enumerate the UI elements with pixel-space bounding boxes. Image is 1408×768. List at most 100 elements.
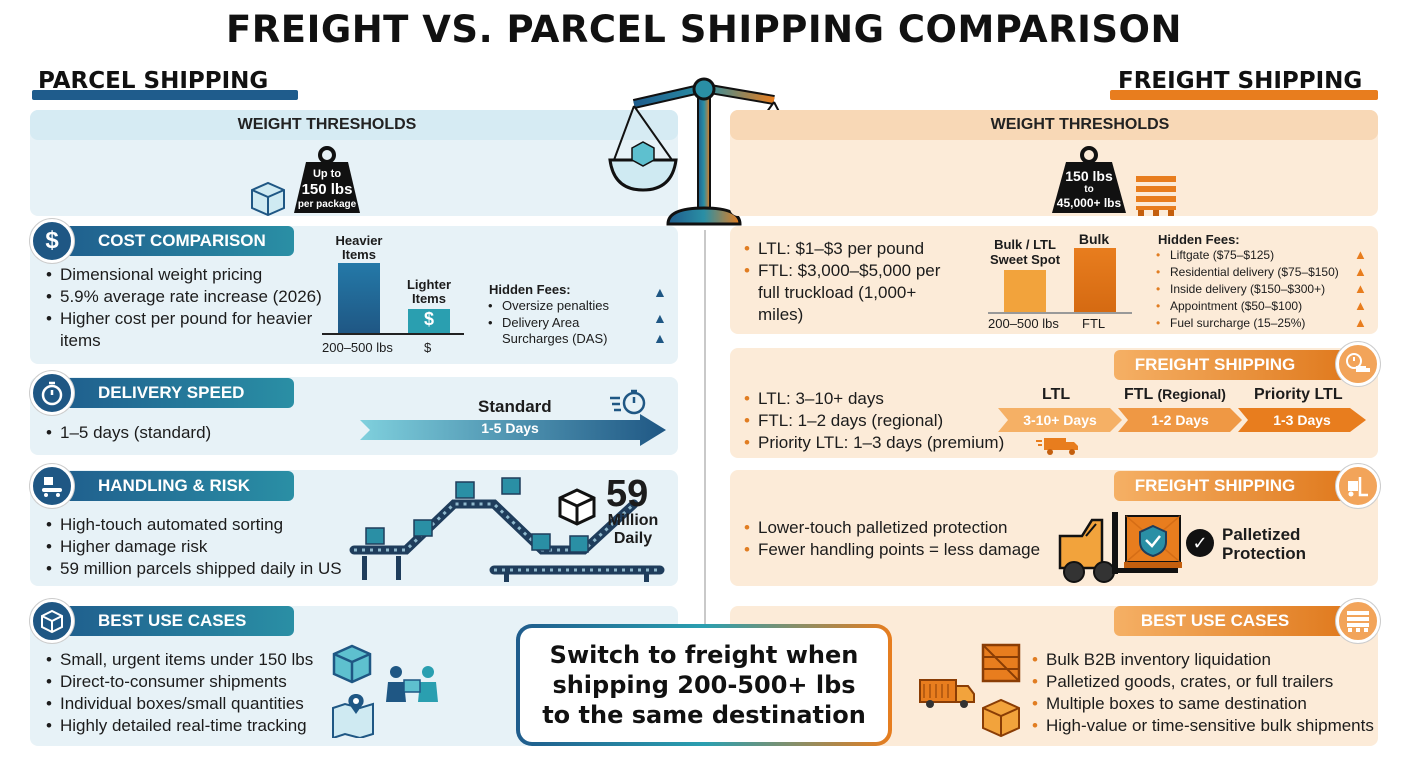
- list-item: Individual boxes/small quantities: [44, 693, 334, 715]
- list-item: Multiple boxes to same destination: [1030, 693, 1378, 715]
- parcel-cost-bullets: Dimensional weight pricing 5.9% average …: [44, 264, 334, 352]
- freight-weight-header: WEIGHT THRESHOLDS: [990, 116, 1170, 133]
- heavier-bar: [338, 263, 380, 333]
- list-item: FTL: $3,000–$5,000 per full truckload (1…: [742, 260, 962, 326]
- weight-icon: [294, 146, 360, 213]
- list-item: Highly detailed real-time tracking: [44, 715, 334, 737]
- freight-speed-bullets: LTL: 3–10+ days FTL: 1–2 days (regional)…: [742, 388, 1012, 454]
- bulk-label: Bulk: [1078, 231, 1110, 247]
- forklift-illustration: [1058, 512, 1182, 583]
- pallet-icon: [1336, 599, 1380, 643]
- timer-truck-icon: [1336, 342, 1380, 386]
- warning-icon: ▲: [653, 284, 667, 300]
- sweet-spot-bar: [1004, 270, 1046, 312]
- list-item: Fuel surcharge (15–25%): [1154, 315, 1354, 332]
- box-icon: [982, 698, 1020, 738]
- crate-icon: [981, 643, 1021, 683]
- list-item: 59 million parcels shipped daily in US: [44, 558, 344, 580]
- parcel-hidden-fees: Oversize penalties Delivery Area Surchar…: [486, 298, 636, 347]
- stat-number: 59: [606, 473, 649, 515]
- stopwatch-icon: [30, 371, 74, 415]
- ltl-arrow-text: 3-10+ Days: [1023, 412, 1097, 428]
- list-item: LTL: $1–$3 per pound: [742, 238, 962, 260]
- list-item: Delivery Area Surcharges (DAS): [486, 315, 636, 347]
- parcel-weight-badge: Up to 150 lbs per package: [297, 168, 357, 210]
- standard-label: Standard: [478, 397, 552, 416]
- list-item: High-value or time-sensitive bulk shipme…: [1030, 715, 1378, 737]
- list-item: Higher damage risk: [44, 536, 344, 558]
- bulk-bar: [1074, 248, 1116, 312]
- list-item: Small, urgent items under 150 lbs: [44, 649, 334, 671]
- delivery-person-icon: [386, 666, 438, 702]
- freight-cost-bullets: LTL: $1–$3 per pound FTL: $3,000–$5,000 …: [742, 238, 962, 326]
- freight-hidden-fees: Liftgate ($75–$125) Residential delivery…: [1154, 247, 1354, 332]
- map-pin-icon: [332, 694, 374, 738]
- list-item: Liftgate ($75–$125): [1154, 247, 1354, 264]
- x-right-label: FTL: [1082, 316, 1106, 331]
- list-item: Oversize penalties: [486, 298, 636, 314]
- list-item: Residential delivery ($75–$150): [1154, 264, 1354, 281]
- parcel-speed-bullets: 1–5 days (standard): [44, 422, 294, 444]
- list-item: 5.9% average rate increase (2026): [44, 286, 334, 308]
- box-icon: [558, 488, 596, 526]
- freight-handling-bullets: Lower-touch palletized protection Fewer …: [742, 517, 1052, 561]
- conveyor-illustration: [349, 477, 665, 582]
- freight-heading: FREIGHT SHIPPING: [1118, 68, 1363, 94]
- list-item: Dimensional weight pricing: [44, 264, 334, 286]
- check-icon: ✓: [1186, 529, 1214, 557]
- freight-weight-panel: [730, 110, 1378, 216]
- parcel-use-bullets: Small, urgent items under 150 lbs Direct…: [44, 649, 334, 737]
- chart-axis: [988, 312, 1132, 314]
- dollar-icon: $: [30, 219, 74, 263]
- freight-hidden-fees-title: Hidden Fees:: [1158, 232, 1240, 247]
- list-item: Lower-touch palletized protection: [742, 517, 1052, 539]
- freight-speed-arrows: [998, 408, 1366, 432]
- list-item: Priority LTL: 1–3 days (premium): [742, 432, 1012, 454]
- list-item: 1–5 days (standard): [44, 422, 294, 444]
- weight-icon: [1052, 146, 1126, 213]
- ltl-arrow-title: LTL: [1042, 386, 1071, 403]
- ftl-arrow-title: FTL (Regional): [1124, 386, 1226, 403]
- parcel-heading-underline: [32, 90, 298, 100]
- heavier-items-label: Heavier Items: [335, 233, 383, 262]
- truck-icon: [919, 679, 975, 708]
- lighter-bar: $: [408, 309, 450, 333]
- standard-arrow-text: 1-5 Days: [481, 420, 539, 436]
- box-icon: [332, 644, 372, 684]
- list-item: Bulk B2B inventory liquidation: [1030, 649, 1378, 671]
- conveyor-icon: [30, 464, 74, 508]
- priority-arrow-text: 1-3 Days: [1273, 412, 1331, 428]
- x-right-label: $: [424, 340, 432, 355]
- parcel-hidden-fees-title: Hidden Fees:: [489, 282, 571, 297]
- list-item: Higher cost per pound for heavier items: [44, 308, 334, 352]
- truck-icon: [1036, 438, 1078, 455]
- list-item: Direct-to-consumer shipments: [44, 671, 334, 693]
- freight-use-bullets: Bulk B2B inventory liquidation Palletize…: [1030, 649, 1378, 737]
- list-item: High-touch automated sorting: [44, 514, 344, 536]
- ftl-arrow-text: 1-2 Days: [1151, 412, 1209, 428]
- handling-risk-tab: HANDLING & RISK: [48, 471, 294, 501]
- parcel-weight-header: WEIGHT THRESHOLDS: [237, 116, 417, 133]
- palletized-badge: Palletized Protection: [1222, 525, 1307, 563]
- list-item: Appointment ($50–$100): [1154, 298, 1354, 315]
- warning-icon: ▲: [653, 330, 667, 346]
- x-left-label: 200–500 lbs: [988, 316, 1059, 331]
- forklift-icon: [1336, 464, 1380, 508]
- warning-icon: ▲: [653, 310, 667, 326]
- freight-speed-tab: FREIGHT SHIPPING: [1114, 350, 1346, 380]
- freight-heading-underline: [1110, 90, 1378, 100]
- list-item: Inside delivery ($150–$300+): [1154, 281, 1354, 298]
- delivery-speed-tab: DELIVERY SPEED: [48, 378, 294, 408]
- center-divider: [704, 230, 706, 625]
- x-left-label: 200–500 lbs: [322, 340, 393, 355]
- cost-comparison-tab: COST COMPARISON: [48, 226, 294, 256]
- box-icon: [251, 181, 285, 216]
- list-item: LTL: 3–10+ days: [742, 388, 1012, 410]
- page-title: FREIGHT VS. PARCEL SHIPPING COMPARISON: [226, 8, 1182, 51]
- lighter-items-label: Lighter Items: [406, 277, 452, 306]
- list-item: Palletized goods, crates, or full traile…: [1030, 671, 1378, 693]
- box-icon: [30, 599, 74, 643]
- warning-icons: ▲ ▲ ▲ ▲ ▲: [1354, 247, 1367, 330]
- priority-arrow-title: Priority LTL: [1254, 386, 1343, 403]
- list-item: Fewer handling points = less damage: [742, 539, 1052, 561]
